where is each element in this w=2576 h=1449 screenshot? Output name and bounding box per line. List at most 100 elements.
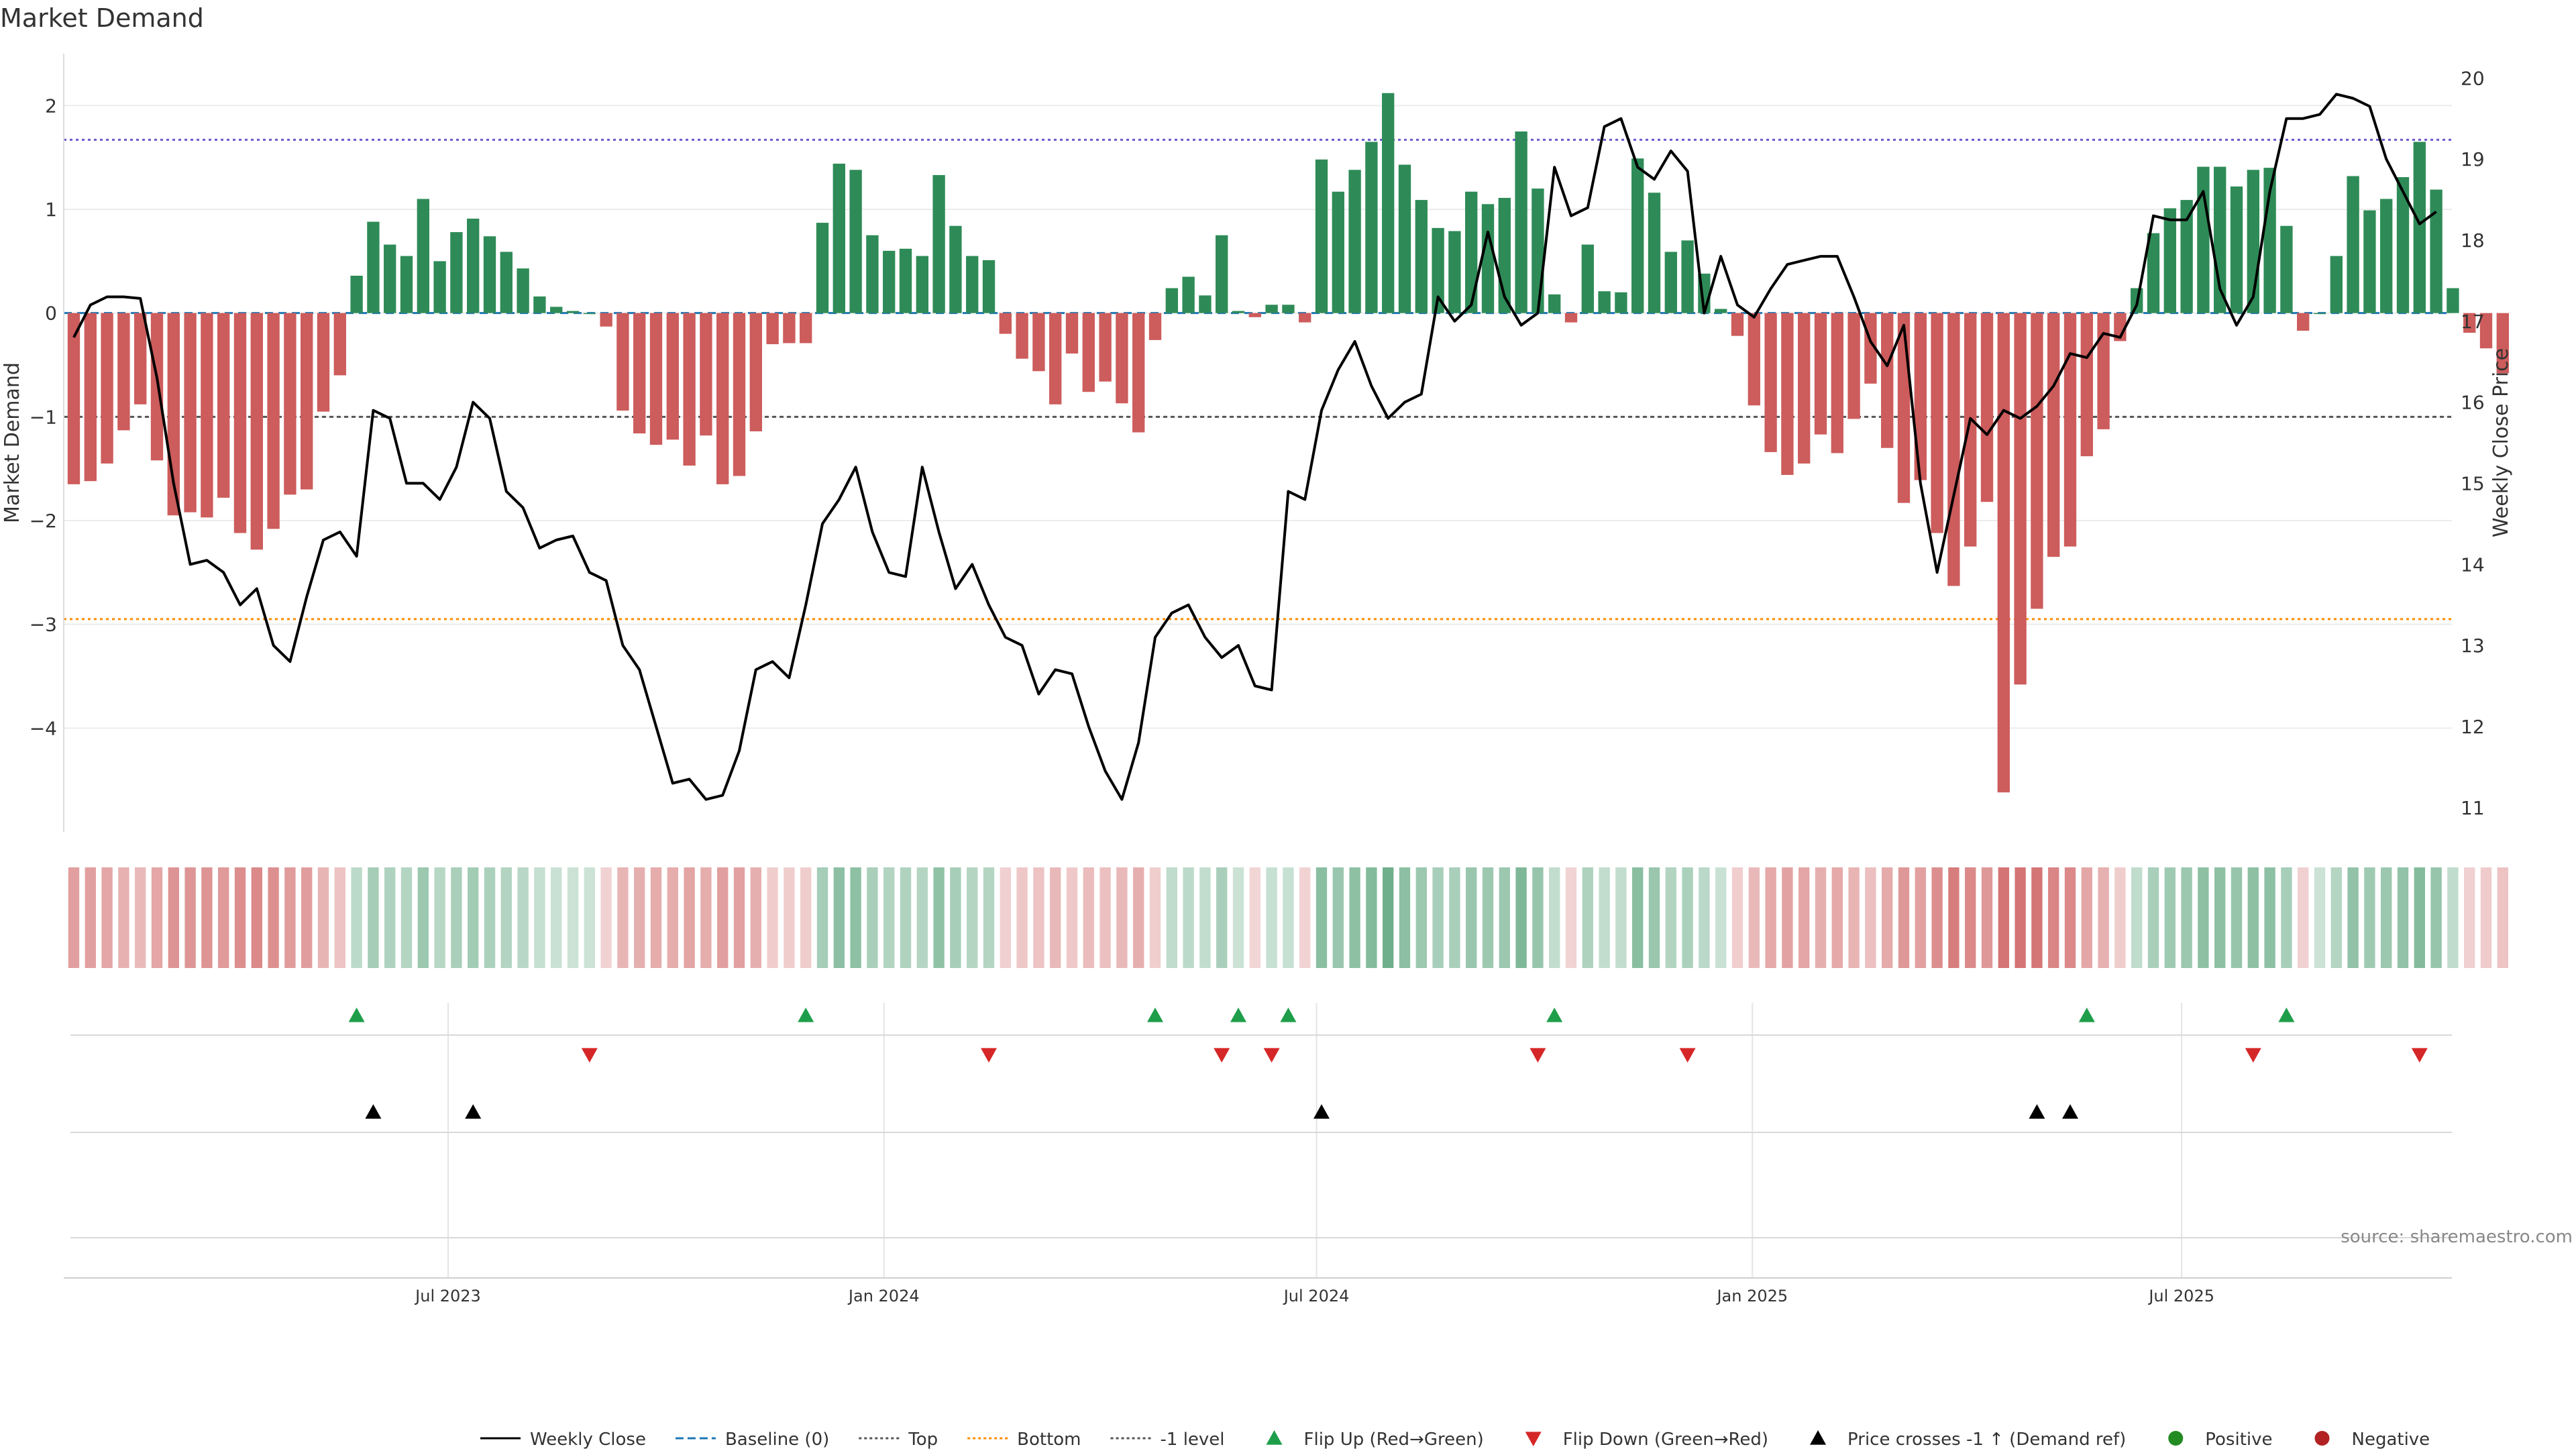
- y2-tick-label: 11: [2461, 797, 2485, 819]
- demand-bar: [533, 296, 546, 313]
- heat-cell: [967, 867, 978, 968]
- legend-label: Bottom: [1017, 1430, 1081, 1449]
- demand-bar: [1082, 313, 1095, 392]
- demand-bar: [483, 236, 496, 313]
- demand-bar: [1964, 313, 1977, 547]
- heat-cell: [534, 867, 545, 968]
- demand-bar: [1232, 311, 1245, 313]
- heat-cell: [2164, 867, 2176, 968]
- demand-bar: [2063, 313, 2077, 547]
- heat-cell: [351, 867, 362, 968]
- y2-tick-label: 18: [2461, 229, 2485, 252]
- y2-tick-label: 16: [2461, 392, 2485, 414]
- demand-bar: [1415, 200, 1428, 313]
- demand-bar: [583, 313, 596, 315]
- demand-bar: [683, 313, 696, 466]
- demand-bar: [1465, 191, 1478, 313]
- demand-bar: [1564, 313, 1578, 323]
- demand-bar: [866, 235, 879, 313]
- demand-bar: [1548, 294, 1561, 313]
- heat-cell: [1882, 867, 1893, 968]
- x-tick-label: Jul 2024: [1283, 1287, 1350, 1305]
- heat-cell: [1316, 867, 1328, 968]
- demand-bar: [1615, 292, 1627, 313]
- heat-cell: [1249, 867, 1260, 968]
- y2-tick-label: 12: [2461, 716, 2485, 738]
- demand-bar: [2380, 199, 2393, 313]
- demand-bar: [2080, 313, 2093, 457]
- heat-cell: [1665, 867, 1676, 968]
- heat-cell: [567, 867, 579, 968]
- heat-cell: [1099, 867, 1111, 968]
- heat-cell: [2330, 867, 2342, 968]
- demand-bar: [1897, 313, 1911, 503]
- heat-cell: [184, 867, 196, 968]
- flip-up-marker: [348, 1008, 365, 1022]
- heat-cell: [584, 867, 595, 968]
- demand-bar: [899, 248, 912, 313]
- heat-cell: [517, 867, 529, 968]
- heat-cell: [1383, 867, 1394, 968]
- demand-bar: [749, 313, 762, 431]
- demand-bar: [1814, 313, 1827, 435]
- demand-bar: [1248, 313, 1261, 317]
- demand-bar: [1116, 313, 1128, 404]
- demand-bar: [1299, 313, 1311, 323]
- heat-cell: [2298, 867, 2309, 968]
- flip-up-marker: [1546, 1008, 1563, 1022]
- heat-cell: [634, 867, 645, 968]
- heat-cell: [950, 867, 961, 968]
- heat-cell: [2447, 867, 2459, 968]
- demand-bar: [1731, 313, 1744, 336]
- flip-up-marker: [1230, 1008, 1246, 1022]
- demand-bar: [1065, 313, 1079, 354]
- heat-cell: [733, 867, 745, 968]
- demand-bar: [1847, 313, 1860, 419]
- demand-bar: [982, 260, 996, 313]
- demand-bar: [1764, 313, 1777, 452]
- demand-bar: [101, 313, 113, 464]
- heat-cell: [1865, 867, 1876, 968]
- heat-cell: [1299, 867, 1311, 968]
- legend-icon: [2168, 1431, 2184, 1446]
- heat-cell: [1599, 867, 1610, 968]
- heat-cell: [268, 867, 279, 968]
- heat-cell: [1981, 867, 1993, 968]
- demand-bar: [1148, 313, 1162, 340]
- heat-cell: [1815, 867, 1827, 968]
- heat-cell: [2381, 867, 2392, 968]
- heat-cell: [1199, 867, 1211, 968]
- demand-bar: [1831, 313, 1843, 453]
- heat-cell: [218, 867, 229, 968]
- y-tick-label: 0: [45, 303, 57, 325]
- y-axis-label: Market Demand: [1, 362, 24, 523]
- demand-bar: [666, 313, 679, 440]
- heat-cell: [983, 867, 995, 968]
- heat-cell: [1731, 867, 1743, 968]
- heat-cell: [1615, 867, 1627, 968]
- heat-cell: [1965, 867, 1976, 968]
- heat-cell: [767, 867, 778, 968]
- demand-bar: [2496, 313, 2509, 374]
- heat-cell: [1748, 867, 1760, 968]
- demand-bar: [1798, 313, 1811, 464]
- heat-cell: [600, 867, 612, 968]
- heat-cell: [301, 867, 313, 968]
- demand-bar: [1881, 313, 1894, 448]
- heat-cell: [1931, 867, 1943, 968]
- y2-tick-label: 15: [2461, 472, 2485, 494]
- demand-bar: [1947, 313, 1960, 586]
- heat-cell: [1549, 867, 1560, 968]
- heat-cell: [334, 867, 345, 968]
- flip-up-marker: [2078, 1008, 2095, 1022]
- demand-bar: [2230, 186, 2243, 313]
- demand-bar: [949, 225, 962, 313]
- demand-bar: [417, 199, 429, 313]
- heat-cell: [1466, 867, 1477, 968]
- demand-bar: [1748, 313, 1760, 406]
- demand-bar: [1282, 305, 1295, 313]
- axes: 2 1 0 −1 −2 −3 −4 20 19 18 17 16 15 14 13 12 11 Jul 2023 J…: [30, 54, 2485, 1305]
- heat-cell: [850, 867, 861, 968]
- demand-bar: [700, 313, 712, 436]
- heat-cell: [1948, 867, 1960, 968]
